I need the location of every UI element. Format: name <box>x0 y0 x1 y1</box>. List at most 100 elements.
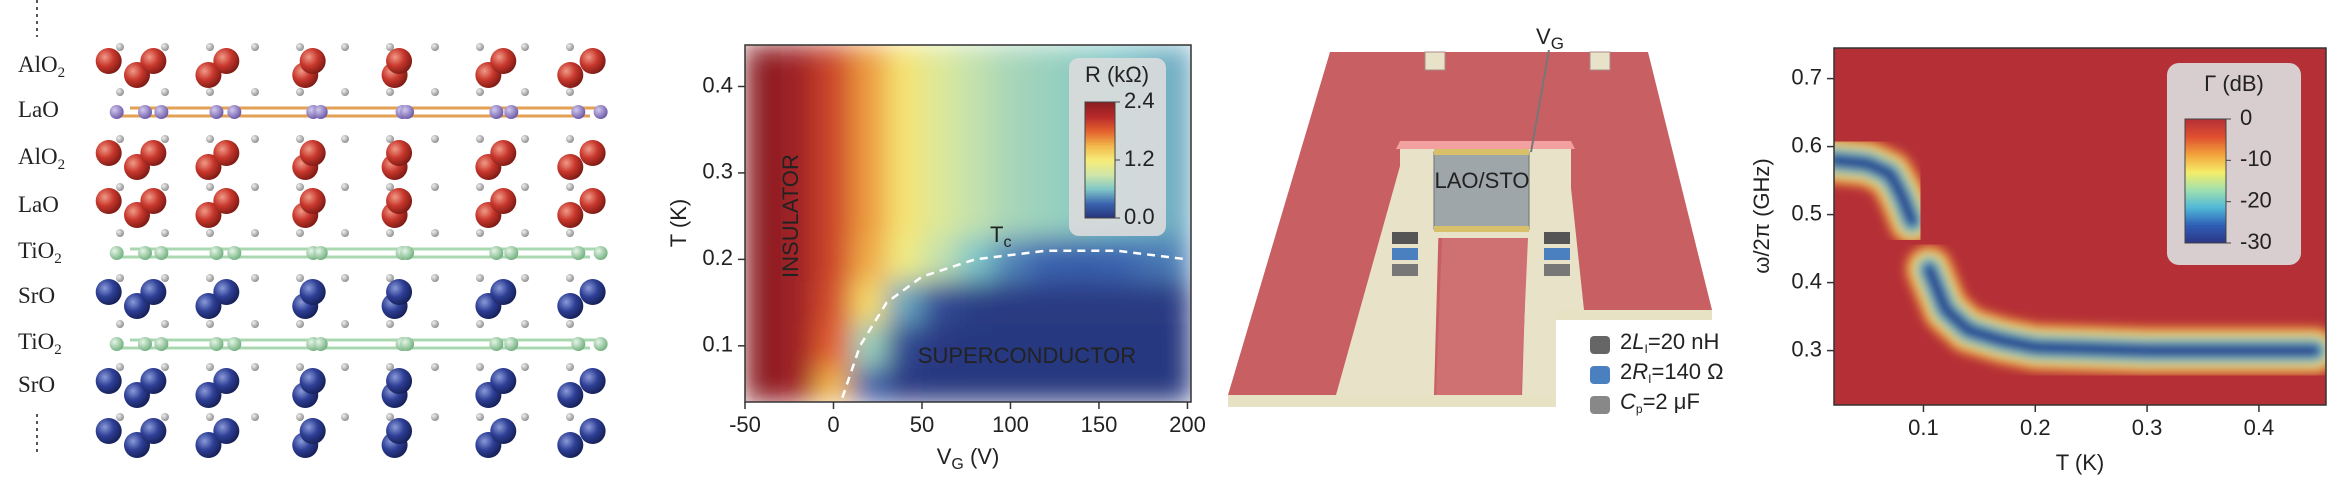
green-atom <box>227 246 242 260</box>
colorbar-segment <box>2185 126 2226 130</box>
layer-label: LaO <box>18 97 59 122</box>
colorbar-segment <box>1085 101 1115 105</box>
oxygen-atom <box>431 229 439 237</box>
colorbar-segment <box>2185 139 2226 143</box>
red-atom <box>557 62 584 88</box>
oxygen-atom <box>116 43 124 51</box>
colorbar-segment <box>1085 173 1115 176</box>
y-tick-label: 0.4 <box>1791 268 1822 293</box>
y-tick-label: 0.1 <box>702 332 733 357</box>
bond-pad <box>1589 51 1611 71</box>
colorbar-segment <box>2185 141 2226 145</box>
crystal-structure <box>95 43 608 458</box>
heatmap-cell <box>957 194 994 239</box>
heatmap-cell <box>1134 367 1171 402</box>
oxygen-atom <box>206 135 214 143</box>
colorbar-segment <box>1085 103 1115 107</box>
red-atom <box>140 188 167 214</box>
text-part: LaO <box>18 97 59 122</box>
green-atom <box>313 246 328 260</box>
blue-atom <box>95 418 122 444</box>
text-part: TiO <box>18 238 54 263</box>
red-atom <box>299 48 326 74</box>
legend-entry: Cp=2 μF <box>1620 389 1700 416</box>
text-part: =2 μF <box>1643 389 1700 414</box>
colorbar-segment <box>2185 197 2226 201</box>
colorbar-segment <box>1085 188 1115 192</box>
blue-atom <box>140 418 167 444</box>
green-atom <box>400 337 415 351</box>
oxygen-atom <box>476 274 484 282</box>
heatmap-cell <box>886 237 923 282</box>
colorbar-segment <box>2185 184 2226 188</box>
colorbar-segment <box>2185 213 2226 217</box>
heatmap-cell <box>921 367 958 402</box>
green-atom <box>137 246 152 260</box>
colorbar-segment <box>2185 221 2226 225</box>
colorbar-segment <box>1085 126 1115 130</box>
sample-label: LAO/STO <box>1435 168 1530 193</box>
blue-atom <box>490 279 517 305</box>
red-atom <box>579 140 606 166</box>
gate-label: VG <box>1536 24 1564 54</box>
colorbar-segment <box>2185 203 2226 207</box>
oxygen-atom <box>341 363 349 371</box>
plot-frame <box>1833 47 2327 406</box>
oxygen-atom <box>521 274 529 282</box>
heatmap-cell <box>745 108 781 152</box>
oxygen-atom <box>476 413 484 421</box>
text-part: V <box>937 444 952 469</box>
oxygen-atom <box>521 413 529 421</box>
oxygen-atom <box>476 135 484 143</box>
text-part: 2 <box>1620 359 1632 384</box>
heatmap-cell <box>992 108 1029 152</box>
colorbar-segment <box>2185 168 2226 172</box>
heatmap-cell <box>1028 194 1065 239</box>
board-edge <box>1228 395 1556 407</box>
oxygen-atom <box>116 320 124 328</box>
heatmap-cell <box>851 45 888 66</box>
green-atom <box>489 246 504 260</box>
oxygen-atom <box>521 320 529 328</box>
oxygen-atom <box>296 183 304 191</box>
colorbar-segment <box>2185 232 2226 236</box>
oxygen-atom <box>521 43 529 51</box>
colorbar-segment <box>1085 140 1115 144</box>
red-atom <box>213 188 240 214</box>
oxygen-atom <box>206 183 214 191</box>
text-part: AlO <box>18 144 58 169</box>
oxygen-atom <box>116 229 124 237</box>
x-tick-label: 50 <box>910 412 934 437</box>
heatmap-cell <box>1063 237 1100 282</box>
blue-atom <box>195 382 222 408</box>
oxygen-atom <box>296 274 304 282</box>
ridge-line <box>1923 263 2321 357</box>
green-atom <box>137 337 152 351</box>
colorbar-segment <box>2185 166 2226 170</box>
oxygen-atom <box>341 183 349 191</box>
blue-atom <box>299 279 326 305</box>
legend-entry: 2LI=20 nH <box>1620 329 1719 356</box>
red-atom <box>195 154 222 180</box>
heatmap-cell <box>1169 324 1191 368</box>
colorbar-segment <box>1085 209 1115 213</box>
y-tick-label: 0.5 <box>1791 200 1822 225</box>
colorbar-segment <box>1085 132 1115 136</box>
oxygen-atom <box>566 274 574 282</box>
oxygen-atom <box>431 363 439 371</box>
heatmap-cell <box>992 324 1029 368</box>
board-edge <box>1556 310 1712 320</box>
blue-atom <box>213 368 240 394</box>
y-tick-label: 0.7 <box>1791 64 1822 89</box>
colorbar-segment <box>1085 171 1115 175</box>
colorbar-segment <box>2185 128 2226 132</box>
oxygen-atom <box>431 135 439 143</box>
colorbar-segment <box>2185 234 2226 238</box>
heatmap-cell <box>1169 367 1191 402</box>
pad-edge <box>1396 141 1575 149</box>
heatmap-cell <box>1028 237 1065 282</box>
x-tick-label: 200 <box>1169 412 1206 437</box>
oxygen-atom <box>386 88 394 96</box>
red-atom <box>490 48 517 74</box>
